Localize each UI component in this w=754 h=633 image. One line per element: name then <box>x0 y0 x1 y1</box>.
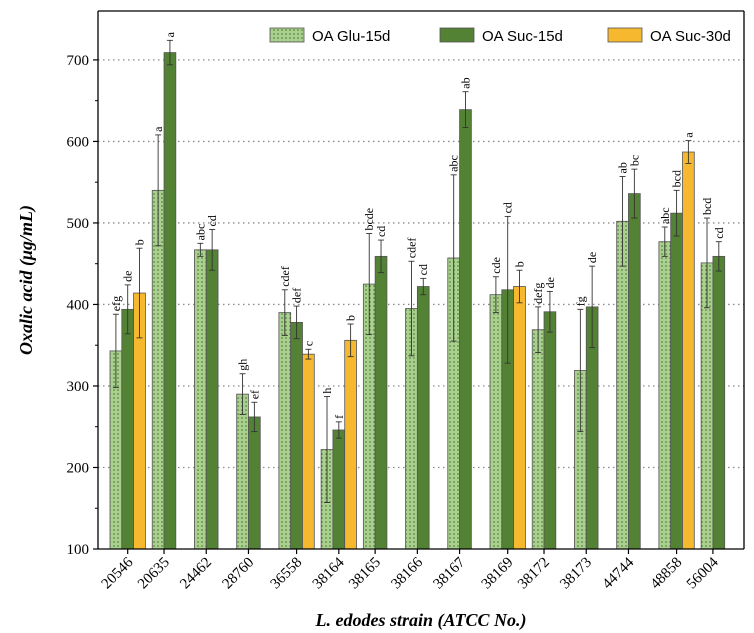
significance-letter: cd <box>712 227 726 238</box>
significance-letter: b <box>344 315 358 321</box>
significance-letter: cdef <box>278 266 292 287</box>
bar-glu15-38172 <box>531 329 545 550</box>
significance-letter: defg <box>531 283 545 304</box>
legend-label-suc30: OA Suc-30d <box>650 28 731 45</box>
significance-letter: ab <box>458 77 472 88</box>
significance-letter: a <box>163 31 177 37</box>
bar-suc15-38165 <box>374 255 388 550</box>
significance-letter: de <box>543 277 557 288</box>
bar-suc15-48858 <box>670 212 683 550</box>
significance-letter: bcd <box>700 198 714 215</box>
bar-suc30-38164 <box>344 339 357 550</box>
significance-letter: a <box>151 126 165 132</box>
significance-letter: de <box>585 252 599 263</box>
x-tick-label-38167: 38167 <box>431 554 469 592</box>
y-tick-label: 100 <box>67 542 90 558</box>
x-tick-label-48858: 48858 <box>648 555 686 593</box>
legend-swatch-suc15 <box>439 27 475 43</box>
significance-letter: bc <box>627 155 641 166</box>
significance-letter: abc <box>447 155 461 172</box>
y-axis-title: Oxalic acid (μg/mL) <box>16 205 37 355</box>
x-tick-label-20546: 20546 <box>99 554 137 592</box>
significance-letter: cd <box>374 226 388 237</box>
x-tick-label-44744: 44744 <box>599 554 637 592</box>
y-tick-label: 300 <box>67 379 90 395</box>
significance-letter: ef <box>247 390 261 399</box>
bar-suc30-36558 <box>302 353 315 550</box>
x-tick-label-38172: 38172 <box>515 555 553 593</box>
significance-letter: c <box>301 341 315 346</box>
bar-suc30-48858 <box>682 151 695 550</box>
x-tick-label-28760: 28760 <box>219 555 257 593</box>
y-tick-label: 600 <box>67 134 90 150</box>
x-tick-label-24462: 24462 <box>177 555 215 593</box>
bar-glu15-48858 <box>658 241 672 550</box>
x-tick-label-56004: 56004 <box>684 554 722 592</box>
legend-label-glu15: OA Glu-15d <box>312 28 390 45</box>
significance-letter: bcde <box>362 208 376 231</box>
significance-letter: cd <box>416 264 430 275</box>
bar-glu15-36558 <box>278 312 292 550</box>
bar-suc15-24462 <box>205 249 219 550</box>
significance-letter: f <box>332 415 346 419</box>
bar-glu15-28760 <box>236 393 249 550</box>
x-tick-label-38173: 38173 <box>557 555 595 593</box>
bar-suc15-36558 <box>290 321 303 550</box>
y-tick-label: 700 <box>67 53 90 69</box>
y-tick-label: 200 <box>67 460 90 476</box>
bar-suc15-20635 <box>163 52 177 550</box>
significance-letter: h <box>320 388 334 394</box>
bars: efgdebaaabccdghefcdefdefchfbbcdecdcdefcd… <box>109 31 726 550</box>
significance-letter: de <box>121 271 135 282</box>
bar-suc15-38164 <box>332 429 346 550</box>
bar-suc30-38169 <box>513 286 526 550</box>
significance-letter: cd <box>205 215 219 226</box>
x-tick-label-36558: 36558 <box>268 555 306 593</box>
bar-suc15-56004 <box>712 255 726 550</box>
significance-letter: gh <box>236 359 250 371</box>
significance-letter: bcd <box>670 170 684 187</box>
x-axis-title: L. edodes strain (ATCC No.) <box>314 610 526 631</box>
bar-glu15-38169 <box>489 294 503 550</box>
significance-letter: a <box>681 132 695 138</box>
significance-letter: cde <box>489 257 503 274</box>
legend: OA Glu-15d OA Suc-15d OA Suc-30d <box>269 27 731 45</box>
bar-suc15-38167 <box>459 109 472 550</box>
significance-letter: b <box>133 239 147 245</box>
bar-glu15-24462 <box>194 249 207 550</box>
significance-letter: cd <box>501 202 515 213</box>
bar-suc15-44744 <box>628 193 641 550</box>
significance-letter: cdef <box>404 238 418 259</box>
significance-letter: def <box>290 288 304 303</box>
x-tick-label-38166: 38166 <box>388 554 426 592</box>
x-tick-label-38164: 38164 <box>310 554 348 592</box>
bar-suc15-20546 <box>121 308 135 550</box>
bar-suc15-38166 <box>416 286 430 550</box>
significance-letter: abc <box>658 207 672 224</box>
x-tick-label-38165: 38165 <box>346 555 384 593</box>
bar-suc15-28760 <box>248 416 261 550</box>
y-tick-label: 400 <box>67 297 90 313</box>
x-tick-label-20635: 20635 <box>135 555 173 593</box>
legend-swatch-suc30 <box>607 27 643 43</box>
significance-letter: efg <box>109 296 123 311</box>
significance-letter: b <box>513 261 527 267</box>
legend-label-suc15: OA Suc-15d <box>482 28 563 45</box>
x-tick-label-38169: 38169 <box>479 555 517 593</box>
bar-glu15-44744 <box>616 220 629 550</box>
legend-swatch-glu15 <box>269 27 305 43</box>
y-tick-label: 500 <box>67 216 90 232</box>
significance-letter: abc <box>193 224 207 241</box>
significance-letter: ab <box>616 162 630 173</box>
significance-letter: fg <box>573 296 587 306</box>
bar-suc15-38172 <box>543 311 557 550</box>
